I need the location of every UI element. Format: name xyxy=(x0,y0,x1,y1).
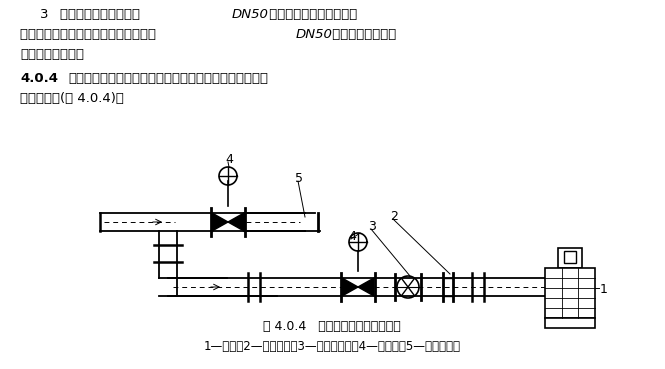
Text: 3: 3 xyxy=(40,8,49,21)
Text: 图 4.0.4   活塞式水锤吸纳器的设置: 图 4.0.4 活塞式水锤吸纳器的设置 xyxy=(263,320,401,333)
Bar xyxy=(558,248,582,268)
Polygon shape xyxy=(212,213,228,231)
Text: 当公称尺寸小于或等于: 当公称尺寸小于或等于 xyxy=(60,8,144,21)
Polygon shape xyxy=(342,278,358,296)
Text: 时，宜采用外螺纹或内螺: 时，宜采用外螺纹或内螺 xyxy=(265,8,357,21)
Text: DN50: DN50 xyxy=(232,8,269,21)
Polygon shape xyxy=(228,213,244,231)
Bar xyxy=(564,251,576,263)
Text: 1: 1 xyxy=(600,283,608,296)
Text: 时，宜采用法兰连: 时，宜采用法兰连 xyxy=(328,28,396,41)
Bar xyxy=(545,268,595,318)
Text: 活塞式水锤吸纳器宜设置在靠近水泵出水口的拐点处下，: 活塞式水锤吸纳器宜设置在靠近水泵出水口的拐点处下， xyxy=(68,72,268,85)
Text: 1—水泵；2—橡胶接头；3—水泵控制阀；4—检修阀；5—水锤吸纳器: 1—水泵；2—橡胶接头；3—水泵控制阀；4—检修阀；5—水锤吸纳器 xyxy=(203,340,460,353)
Bar xyxy=(545,318,595,328)
Text: 4: 4 xyxy=(225,153,233,166)
Text: 3: 3 xyxy=(368,220,376,233)
Polygon shape xyxy=(358,278,374,296)
Text: 2: 2 xyxy=(390,210,398,223)
Text: 4.0.4: 4.0.4 xyxy=(20,72,58,85)
Text: 5: 5 xyxy=(295,172,303,185)
Text: 并水平安装(图 4.0.4)。: 并水平安装(图 4.0.4)。 xyxy=(20,92,124,105)
Text: DN50: DN50 xyxy=(296,28,333,41)
Text: 接的水锤吸纳器。: 接的水锤吸纳器。 xyxy=(20,48,84,61)
Text: 纹连接的水锤吸纳器；当公称尺寸大于: 纹连接的水锤吸纳器；当公称尺寸大于 xyxy=(20,28,160,41)
Text: 4: 4 xyxy=(348,230,356,243)
